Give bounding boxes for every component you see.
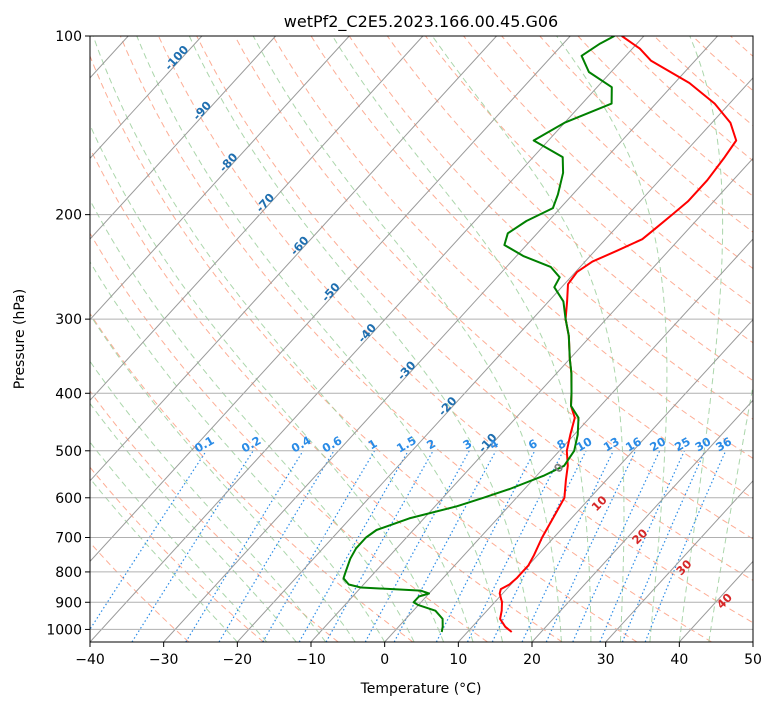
moist-adiabat [708, 383, 753, 642]
dry-adiabat [386, 36, 753, 382]
y-tick-label: 1000 [46, 622, 82, 638]
isotherm-line [531, 399, 753, 642]
y-tick-label: 400 [55, 386, 82, 402]
y-tick-label: 500 [55, 444, 82, 460]
moist-adiabat [556, 36, 668, 642]
isotherm-line [310, 157, 753, 642]
dry-adiabat [272, 36, 753, 499]
moist-adiabat [90, 360, 327, 642]
isotherm-line [163, 36, 718, 642]
axes: −40 −30 −20 −10 0 10 20 30 40 50 1000 900 800 700 600 5… [46, 29, 762, 668]
dry-adiabat [501, 36, 753, 270]
mixing-ratio-line [621, 450, 706, 642]
x-tick-label: 10 [449, 652, 467, 668]
mixing-ratio-line [644, 450, 727, 642]
isotherm-line [90, 36, 571, 563]
dry-adiabat [234, 36, 753, 540]
isotherm-line [90, 36, 497, 482]
mixing-ratio-line [262, 450, 376, 642]
x-tick-label: 30 [597, 652, 615, 668]
x-tick-label: 20 [523, 652, 541, 668]
isotherm-line [90, 36, 276, 240]
x-tick-label: −40 [75, 652, 105, 668]
moist-adiabat [90, 402, 297, 642]
mixing-ratio-line [325, 450, 434, 642]
mixing-ratio-line [298, 450, 409, 642]
isotherm-line [236, 77, 753, 642]
moist-adiabat [136, 36, 503, 642]
isotherm-line [605, 480, 753, 642]
isotherm-line [90, 36, 203, 160]
mixing-ratio-line [131, 450, 254, 642]
moist-adiabat [678, 36, 724, 642]
moist-adiabat [188, 36, 533, 642]
dry-adiabat [577, 36, 753, 197]
mixing-ratio-label: 25 [672, 434, 693, 454]
dry-adiabat [90, 147, 563, 642]
profiles [342, 36, 738, 633]
isotherm-line [90, 36, 350, 321]
chart-title: wetPf2_C2E5.2023.166.00.45.G06 [284, 12, 558, 32]
moist-adiabat [90, 123, 445, 642]
moist-adiabat [92, 36, 474, 642]
x-tick-label: 50 [744, 652, 762, 668]
moist-adiabat [90, 313, 356, 642]
dry-adiabat [348, 36, 753, 420]
y-tick-label: 600 [55, 491, 82, 507]
x-tick-label: 40 [670, 652, 688, 668]
isotherm-line [752, 641, 753, 642]
dry-adiabat [158, 36, 753, 624]
isotherm-line [90, 36, 424, 401]
dry-adiabat [196, 36, 753, 581]
y-axis-label: Pressure (hPa) [12, 289, 28, 389]
plot-background [90, 36, 753, 642]
mixing-ratio-line [599, 450, 685, 642]
mixing-ratio-label: 10 [574, 434, 595, 454]
x-tick-label: −20 [223, 652, 253, 668]
mixing-ratio-line [218, 450, 335, 642]
moist-adiabat [252, 36, 562, 642]
plot-frame [89, 35, 754, 643]
dry-adiabat [119, 36, 712, 642]
mixing-ratio-line [364, 450, 470, 642]
mixing-ratio-line [521, 450, 614, 642]
dry-adiabat [90, 390, 339, 642]
x-tick-label: −10 [296, 652, 326, 668]
mixing-ratio-line [393, 450, 497, 642]
moist-adiabat [90, 260, 386, 642]
mixing-ratio-line [185, 450, 304, 642]
pressure-grid [90, 36, 753, 630]
mixing-ratio-line [491, 450, 587, 642]
y-tick-label: 300 [55, 312, 82, 328]
moist-adiabat [332, 36, 592, 642]
dry-adiabat [425, 36, 753, 344]
mixing-ratio-label: 16 [623, 434, 644, 454]
mixing-ratio-line [572, 450, 661, 642]
y-tick-label: 800 [55, 565, 82, 581]
moist-adiabat [431, 36, 625, 642]
mixing-ratio-line [545, 450, 637, 642]
x-axis-label: Temperature (°C) [360, 681, 482, 697]
dewpoint-profile [342, 36, 615, 633]
mixing-ratio-label: 13 [601, 434, 622, 454]
dry-adiabat [769, 36, 775, 642]
isotherm-line [384, 238, 753, 642]
mixing-ratio-label: 30 [692, 434, 713, 454]
y-tick-label: 700 [55, 531, 82, 547]
background-lines [90, 36, 775, 642]
dry-adiabat [90, 312, 414, 642]
y-tick-label: 200 [55, 208, 82, 224]
isotherm-line [90, 36, 645, 642]
x-tick-label: −30 [149, 652, 179, 668]
isotherm-line [457, 318, 753, 642]
y-tick-label: 100 [55, 29, 82, 45]
y-tick-label: 900 [55, 595, 82, 611]
mixing-ratio-label: 20 [647, 434, 668, 454]
mixing-ratio-label: 36 [713, 434, 734, 454]
dry-adiabat [539, 36, 753, 233]
x-tick-label: 0 [380, 652, 389, 668]
